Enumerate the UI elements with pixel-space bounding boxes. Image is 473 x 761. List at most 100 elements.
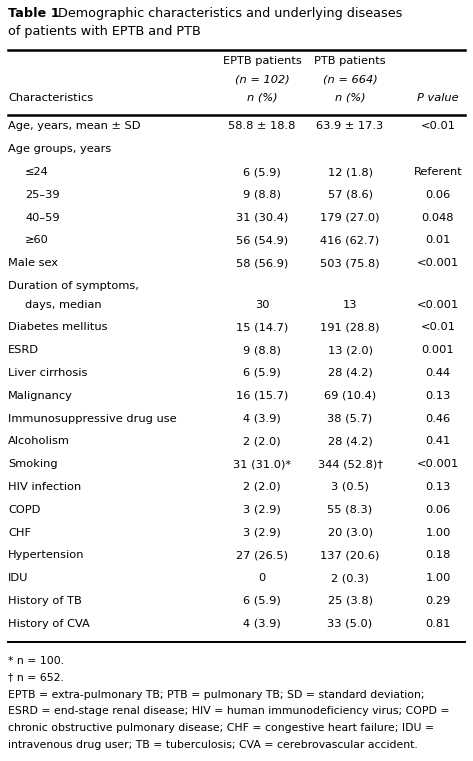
Text: HIV infection: HIV infection: [8, 482, 81, 492]
Text: Male sex: Male sex: [8, 258, 58, 269]
Text: Malignancy: Malignancy: [8, 391, 73, 401]
Text: 27 (26.5): 27 (26.5): [236, 550, 288, 560]
Text: 503 (75.8): 503 (75.8): [320, 258, 380, 269]
Text: 0: 0: [258, 573, 266, 583]
Text: CHF: CHF: [8, 527, 31, 537]
Text: PTB patients: PTB patients: [314, 56, 386, 66]
Text: History of TB: History of TB: [8, 596, 82, 606]
Text: 58 (56.9): 58 (56.9): [236, 258, 288, 269]
Text: Characteristics: Characteristics: [8, 93, 93, 103]
Text: (n = 664): (n = 664): [323, 75, 377, 84]
Text: Referent: Referent: [413, 167, 463, 177]
Text: 0.29: 0.29: [425, 596, 451, 606]
Text: Immunosuppressive drug use: Immunosuppressive drug use: [8, 413, 176, 424]
Text: 40–59: 40–59: [25, 213, 60, 223]
Text: 31 (30.4): 31 (30.4): [236, 213, 288, 223]
Text: 9 (8.8): 9 (8.8): [243, 345, 281, 355]
Text: Hypertension: Hypertension: [8, 550, 85, 560]
Text: 28 (4.2): 28 (4.2): [328, 368, 372, 378]
Text: 63.9 ± 17.3: 63.9 ± 17.3: [316, 122, 384, 132]
Text: 0.81: 0.81: [425, 619, 451, 629]
Text: 33 (5.0): 33 (5.0): [327, 619, 373, 629]
Text: 0.13: 0.13: [425, 391, 451, 401]
Text: Diabetes mellitus: Diabetes mellitus: [8, 323, 107, 333]
Text: Table 1: Table 1: [8, 7, 60, 20]
Text: (n = 102): (n = 102): [235, 75, 289, 84]
Text: 0.46: 0.46: [425, 413, 451, 424]
Text: 30: 30: [255, 300, 269, 310]
Text: P value: P value: [417, 93, 459, 103]
Text: 31 (31.0)*: 31 (31.0)*: [233, 459, 291, 470]
Text: 179 (27.0): 179 (27.0): [320, 213, 380, 223]
Text: 25 (3.8): 25 (3.8): [327, 596, 373, 606]
Text: 6 (5.9): 6 (5.9): [243, 596, 281, 606]
Text: 15 (14.7): 15 (14.7): [236, 323, 288, 333]
Text: 38 (5.7): 38 (5.7): [327, 413, 373, 424]
Text: ESRD: ESRD: [8, 345, 39, 355]
Text: 0.048: 0.048: [422, 213, 454, 223]
Text: 56 (54.9): 56 (54.9): [236, 235, 288, 246]
Text: 2 (2.0): 2 (2.0): [243, 436, 281, 447]
Text: 9 (8.8): 9 (8.8): [243, 190, 281, 200]
Text: † n = 652.: † n = 652.: [8, 673, 64, 683]
Text: <0.001: <0.001: [417, 258, 459, 269]
Text: 0.001: 0.001: [422, 345, 454, 355]
Text: days, median: days, median: [25, 300, 102, 310]
Text: 344 (52.8)†: 344 (52.8)†: [317, 459, 383, 470]
Text: 0.13: 0.13: [425, 482, 451, 492]
Text: Alcoholism: Alcoholism: [8, 436, 70, 447]
Text: COPD: COPD: [8, 505, 40, 514]
Text: 6 (5.9): 6 (5.9): [243, 167, 281, 177]
Text: 57 (8.6): 57 (8.6): [327, 190, 373, 200]
Text: ≤24: ≤24: [25, 167, 49, 177]
Text: chronic obstructive pulmonary disease; CHF = congestive heart failure; IDU =: chronic obstructive pulmonary disease; C…: [8, 723, 434, 733]
Text: 55 (8.3): 55 (8.3): [327, 505, 373, 514]
Text: <0.001: <0.001: [417, 300, 459, 310]
Text: 25–39: 25–39: [25, 190, 60, 200]
Text: n (%): n (%): [247, 93, 277, 103]
Text: Age, years, mean ± SD: Age, years, mean ± SD: [8, 122, 140, 132]
Text: 3 (2.9): 3 (2.9): [243, 505, 281, 514]
Text: n (%): n (%): [335, 93, 365, 103]
Text: 0.06: 0.06: [425, 190, 451, 200]
Text: Liver cirrhosis: Liver cirrhosis: [8, 368, 88, 378]
Text: 69 (10.4): 69 (10.4): [324, 391, 376, 401]
Text: 3 (2.9): 3 (2.9): [243, 527, 281, 537]
Text: 191 (28.8): 191 (28.8): [320, 323, 380, 333]
Text: 4 (3.9): 4 (3.9): [243, 413, 281, 424]
Text: 16 (15.7): 16 (15.7): [236, 391, 288, 401]
Text: 6 (5.9): 6 (5.9): [243, 368, 281, 378]
Text: of patients with EPTB and PTB: of patients with EPTB and PTB: [8, 26, 201, 39]
Text: 3 (0.5): 3 (0.5): [331, 482, 369, 492]
Text: 13: 13: [343, 300, 357, 310]
Text: <0.01: <0.01: [420, 323, 455, 333]
Text: intravenous drug user; TB = tuberculosis; CVA = cerebrovascular accident.: intravenous drug user; TB = tuberculosis…: [8, 740, 418, 750]
Text: Demographic characteristics and underlying diseases: Demographic characteristics and underlyi…: [58, 7, 403, 20]
Text: Duration of symptoms,: Duration of symptoms,: [8, 281, 139, 291]
Text: 1.00: 1.00: [425, 527, 451, 537]
Text: 13 (2.0): 13 (2.0): [327, 345, 373, 355]
Text: 416 (62.7): 416 (62.7): [320, 235, 379, 246]
Text: IDU: IDU: [8, 573, 28, 583]
Text: 0.06: 0.06: [425, 505, 451, 514]
Text: 28 (4.2): 28 (4.2): [328, 436, 372, 447]
Text: 0.01: 0.01: [425, 235, 451, 246]
Text: 2 (2.0): 2 (2.0): [243, 482, 281, 492]
Text: Smoking: Smoking: [8, 459, 58, 470]
Text: 0.44: 0.44: [425, 368, 451, 378]
Text: <0.001: <0.001: [417, 459, 459, 470]
Text: 20 (3.0): 20 (3.0): [327, 527, 373, 537]
Text: 58.8 ± 18.8: 58.8 ± 18.8: [228, 122, 296, 132]
Text: 12 (1.8): 12 (1.8): [327, 167, 373, 177]
Text: 0.41: 0.41: [425, 436, 451, 447]
Text: 137 (20.6): 137 (20.6): [320, 550, 380, 560]
Text: Age groups, years: Age groups, years: [8, 145, 111, 154]
Text: <0.01: <0.01: [420, 122, 455, 132]
Text: EPTB = extra-pulmonary TB; PTB = pulmonary TB; SD = standard deviation;: EPTB = extra-pulmonary TB; PTB = pulmona…: [8, 689, 424, 699]
Text: ESRD = end-stage renal disease; HIV = human immunodeficiency virus; COPD =: ESRD = end-stage renal disease; HIV = hu…: [8, 706, 449, 716]
Text: EPTB patients: EPTB patients: [223, 56, 301, 66]
Text: 1.00: 1.00: [425, 573, 451, 583]
Text: * n = 100.: * n = 100.: [8, 655, 64, 666]
Text: 2 (0.3): 2 (0.3): [331, 573, 369, 583]
Text: ≥60: ≥60: [25, 235, 49, 246]
